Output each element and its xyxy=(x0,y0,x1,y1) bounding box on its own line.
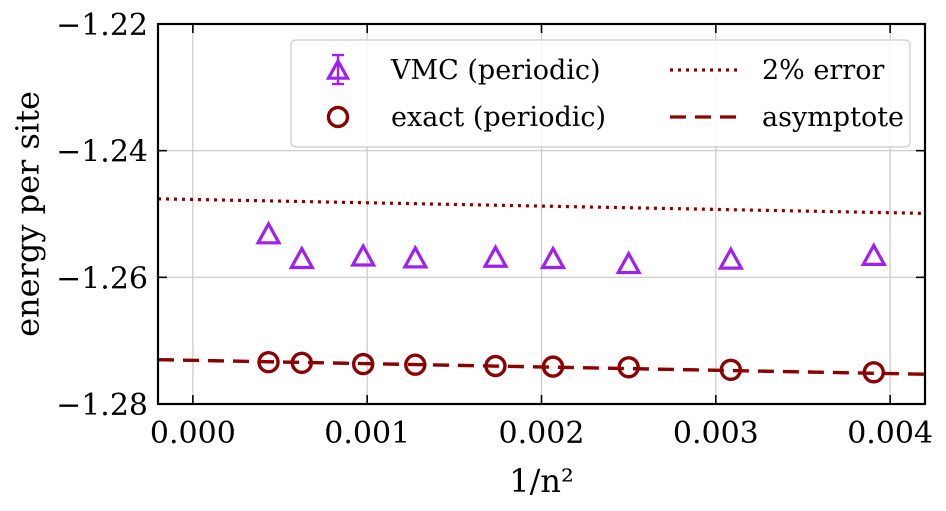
series-layer xyxy=(158,197,925,384)
y-tick-label: −1.28 xyxy=(56,388,148,423)
x-tick-label: 0.003 xyxy=(673,416,759,451)
vmc-point xyxy=(288,245,315,270)
y-tick-label: −1.24 xyxy=(56,135,148,170)
legend-box xyxy=(290,39,911,148)
x-tick-label: 0.004 xyxy=(847,416,933,451)
x-tick-label: 0.002 xyxy=(499,416,585,451)
vmc-point xyxy=(402,244,429,269)
vmc-point xyxy=(860,242,887,266)
vmc-point xyxy=(255,220,282,245)
exact-point xyxy=(484,354,507,378)
x-tick-label: 0.001 xyxy=(324,416,410,451)
legend-label: VMC (periodic) xyxy=(390,55,601,86)
asymptote-line xyxy=(158,357,925,376)
exact-point xyxy=(719,358,743,381)
y-tick-label: −1.22 xyxy=(56,8,148,43)
vmc-point xyxy=(350,242,377,267)
vmc-point xyxy=(615,250,642,275)
axis-ticks: 0.000 0.001 0.002 0.003 0.004 −1.28 −1.26 −1.24… xyxy=(56,8,933,451)
legend-exact-marker xyxy=(326,105,350,129)
y-tick-label: −1.26 xyxy=(56,261,148,296)
x-tick-label: 0.000 xyxy=(150,416,236,451)
legend-label: asymptote xyxy=(762,102,904,133)
exact-point xyxy=(290,351,314,375)
vmc-point xyxy=(717,245,744,270)
exact-point xyxy=(257,351,280,374)
legend-label: exact (periodic) xyxy=(391,102,606,133)
legend: VMC (periodic) exact (periodic) 2% error as… xyxy=(290,39,911,148)
y-axis-label: energy per site xyxy=(9,91,47,337)
legend-label: 2% error xyxy=(762,55,884,86)
x-axis-label: 1/n² xyxy=(509,462,574,500)
exact-point xyxy=(617,356,640,379)
exact-point xyxy=(541,355,565,378)
vmc-point xyxy=(539,245,567,270)
exact-point xyxy=(351,352,375,376)
vmc-point xyxy=(482,244,509,268)
exact-point xyxy=(404,353,427,376)
exact-point xyxy=(862,361,885,384)
